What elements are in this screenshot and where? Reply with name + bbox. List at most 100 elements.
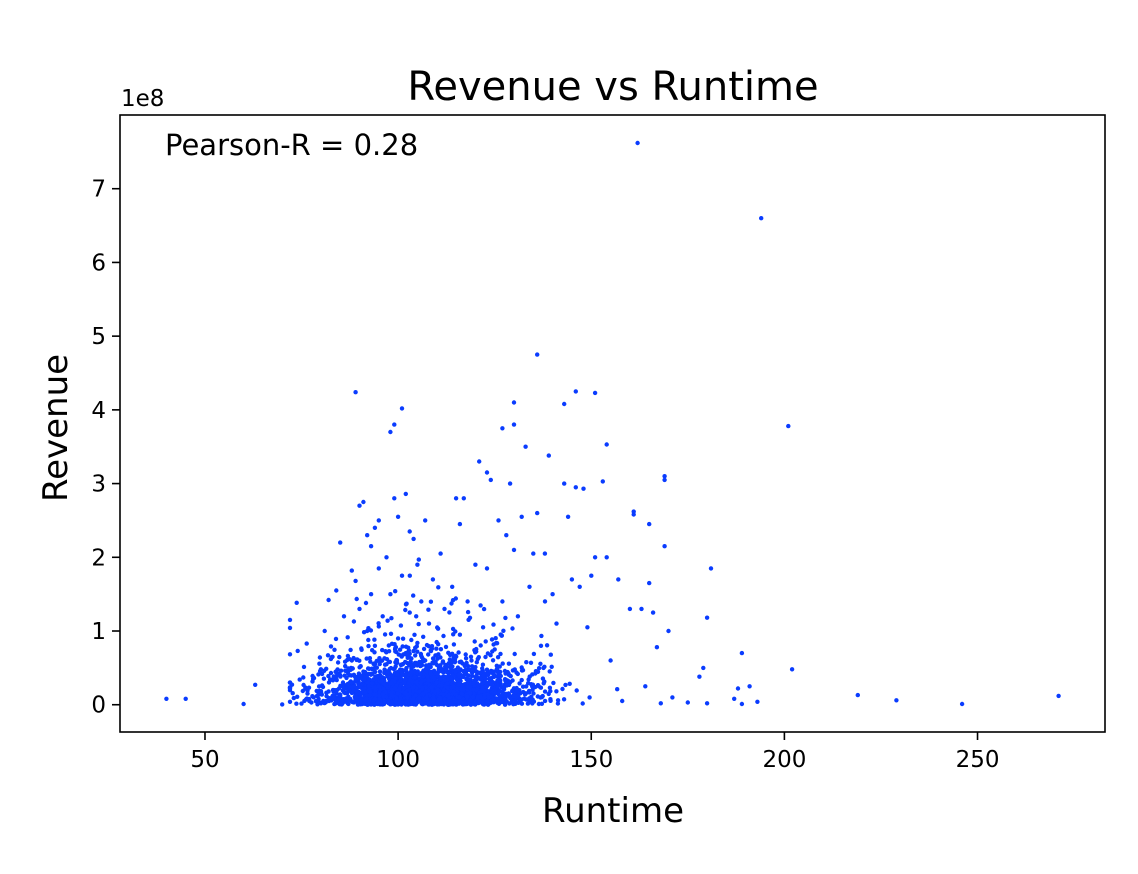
data-point: [415, 640, 420, 646]
data-point: [358, 697, 364, 703]
data-point: [351, 619, 357, 624]
data-point: [306, 685, 312, 690]
data-point: [468, 677, 473, 682]
data-point: [434, 646, 439, 651]
data-point: [403, 668, 408, 673]
data-point: [421, 634, 426, 639]
data-point: [484, 566, 490, 571]
data-point: [412, 632, 417, 637]
data-point: [666, 628, 671, 634]
data-point: [328, 670, 334, 676]
data-point: [442, 700, 448, 706]
data-point: [322, 628, 327, 634]
data-point: [362, 689, 368, 695]
data-point: [457, 632, 463, 637]
data-point: [447, 652, 453, 658]
data-point: [495, 678, 500, 683]
data-point: [368, 689, 373, 694]
data-point: [573, 389, 578, 394]
data-point: [465, 599, 470, 604]
data-point: [490, 649, 495, 654]
data-point: [511, 702, 516, 707]
data-point: [334, 588, 339, 593]
data-point: [481, 606, 487, 612]
data-point: [326, 696, 331, 701]
data-point: [786, 423, 791, 429]
data-point: [442, 606, 447, 612]
data-point: [449, 601, 454, 606]
data-point: [494, 663, 499, 668]
data-point: [412, 675, 418, 680]
data-point: [524, 660, 529, 665]
data-point: [368, 592, 374, 597]
data-point: [403, 644, 409, 649]
data-point: [399, 670, 404, 675]
data-point: [361, 499, 366, 505]
data-point: [662, 474, 667, 479]
data-point: [535, 510, 540, 516]
data-point: [362, 669, 368, 675]
data-point: [372, 696, 378, 702]
data-point: [474, 660, 479, 665]
data-point: [358, 664, 363, 669]
data-point: [411, 593, 416, 598]
data-point: [453, 669, 458, 674]
data-point: [499, 633, 504, 638]
data-point: [426, 652, 431, 657]
data-point: [535, 669, 541, 674]
data-point: [481, 702, 487, 707]
data-point: [416, 557, 421, 562]
data-point: [561, 697, 567, 702]
data-point: [358, 673, 364, 678]
data-point: [382, 632, 388, 637]
data-point: [555, 698, 561, 703]
data-point: [501, 628, 506, 633]
data-point: [589, 573, 594, 578]
data-point: [478, 643, 483, 648]
data-point: [580, 701, 585, 706]
data-point: [337, 692, 343, 697]
data-point: [456, 650, 461, 655]
data-point: [480, 625, 486, 630]
data-point: [530, 684, 535, 689]
data-point: [368, 659, 373, 664]
data-point: [542, 664, 547, 669]
data-point: [466, 664, 471, 669]
data-point: [438, 677, 443, 682]
data-point: [959, 701, 965, 707]
data-point: [520, 668, 526, 673]
data-point: [327, 677, 333, 682]
data-point: [361, 686, 366, 691]
data-point: [531, 691, 536, 696]
data-point: [542, 599, 548, 604]
data-point: [510, 689, 515, 694]
data-point: [407, 573, 412, 578]
data-point: [560, 686, 565, 692]
data-point: [307, 696, 312, 702]
data-point: [301, 664, 307, 670]
data-point: [507, 481, 513, 486]
data-point: [450, 584, 455, 589]
data-point: [439, 683, 444, 688]
data-point: [301, 675, 306, 680]
data-point: [394, 696, 399, 701]
data-point: [335, 660, 341, 665]
data-point: [516, 700, 521, 705]
y-tick-label: 0: [91, 693, 106, 719]
data-point: [317, 661, 322, 666]
data-point: [280, 702, 285, 707]
data-point: [480, 666, 485, 671]
data-point: [414, 614, 419, 619]
x-tick-label: 250: [956, 747, 1000, 773]
data-point: [313, 699, 319, 704]
data-point: [337, 654, 342, 660]
data-point: [464, 694, 470, 699]
data-point: [402, 677, 408, 683]
data-point: [499, 699, 505, 705]
y-tick-label: 3: [91, 472, 106, 498]
data-point: [446, 673, 451, 678]
data-point: [474, 673, 479, 678]
data-point: [562, 481, 567, 486]
data-point: [399, 406, 405, 411]
data-point: [502, 702, 508, 707]
